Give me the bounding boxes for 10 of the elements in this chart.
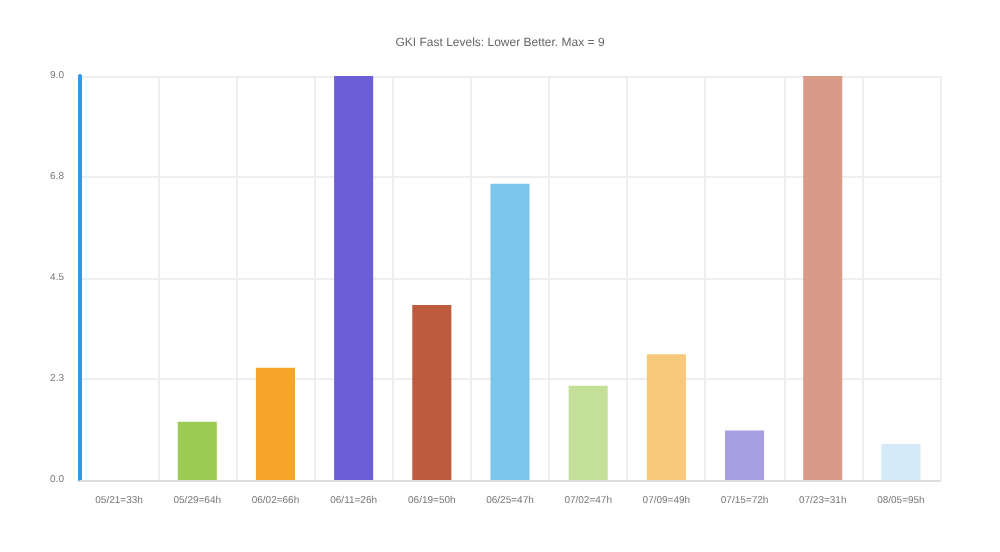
bar [490,183,530,480]
bar [568,385,608,480]
bar [412,304,452,480]
bar [334,76,374,480]
bar [177,421,217,480]
bar [803,76,843,480]
bar [646,354,686,480]
bar [881,444,921,480]
bar [255,367,295,480]
bar [725,430,765,480]
